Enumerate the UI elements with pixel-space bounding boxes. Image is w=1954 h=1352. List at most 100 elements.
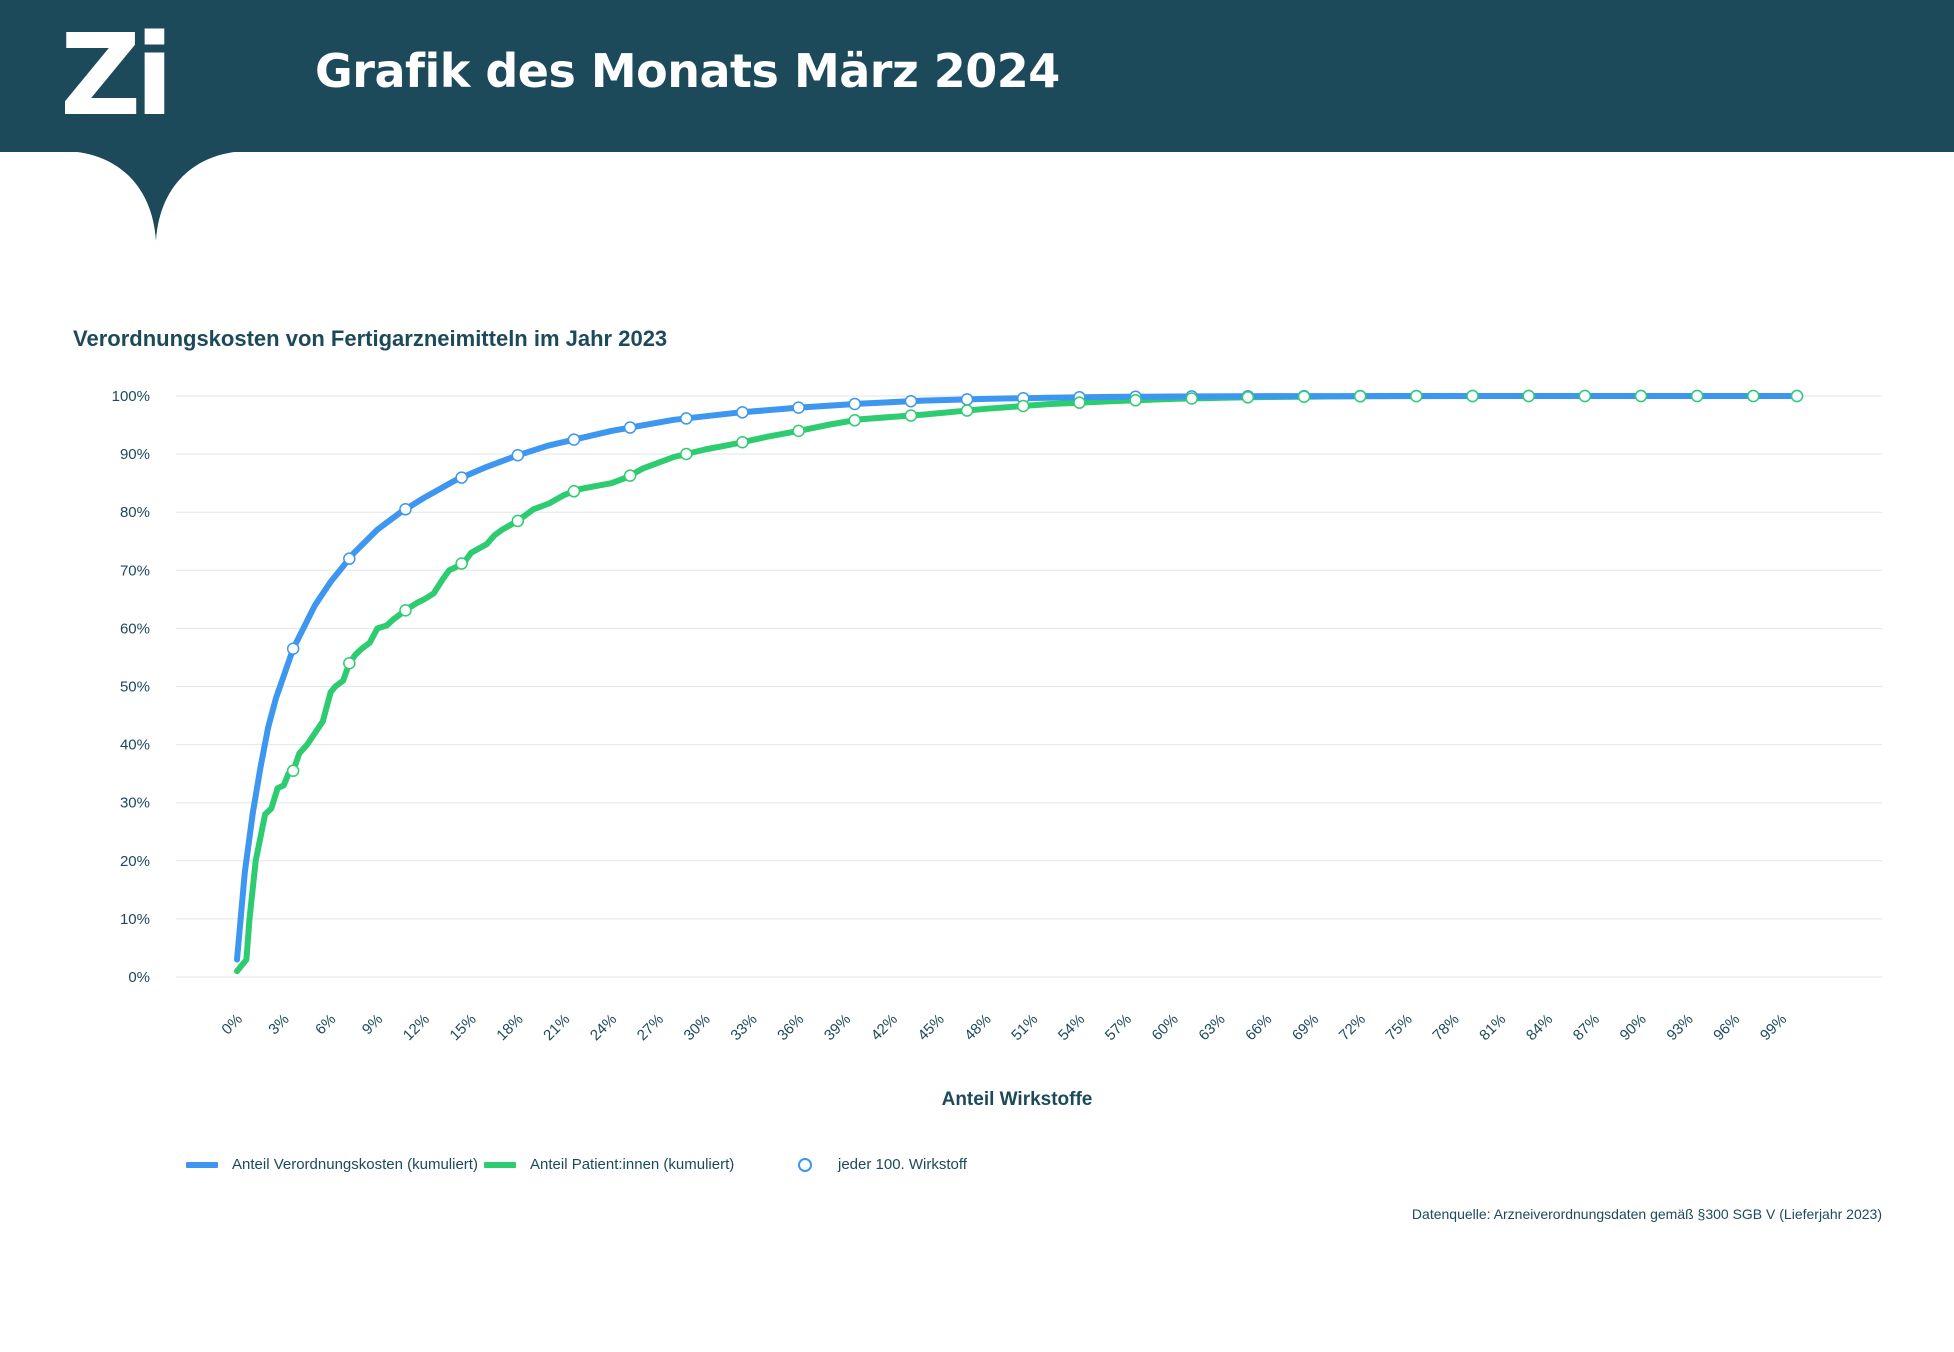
series-line-patients	[234, 393, 1800, 975]
x-tick-label: 57%	[1102, 1011, 1135, 1044]
header-scallop-decoration	[0, 151, 320, 241]
x-tick-label: 48%	[961, 1011, 994, 1044]
page-title: Grafik des Monats März 2024	[315, 44, 1060, 98]
legend-label-markers: jeder 100. Wirkstoff	[838, 1156, 967, 1173]
marker-patients	[960, 404, 974, 417]
x-tick-label: 87%	[1570, 1011, 1603, 1044]
marker-patients	[848, 414, 862, 427]
marker-patients	[1353, 390, 1367, 403]
marker-patients	[1410, 389, 1423, 403]
marker-cost	[286, 642, 300, 655]
marker-cost	[399, 503, 412, 516]
y-tick-label: 80%	[120, 504, 150, 521]
marker-patients	[736, 435, 749, 449]
marker-cost	[904, 394, 918, 408]
zi-logo: Zi	[60, 11, 174, 141]
marker-cost	[343, 552, 356, 565]
marker-cost	[623, 421, 637, 434]
marker-patients	[1073, 396, 1086, 409]
marker-patients	[904, 409, 918, 422]
marker-patients	[680, 447, 693, 461]
legend-swatch-cost	[186, 1161, 218, 1168]
marker-patients	[792, 424, 805, 438]
marker-patients	[455, 557, 468, 570]
x-tick-label: 45%	[915, 1011, 948, 1044]
x-tick-label: 63%	[1195, 1011, 1228, 1044]
data-source-note: Datenquelle: Arzneiverordnungsdaten gemä…	[1411, 1206, 1882, 1222]
y-tick-label: 100%	[112, 388, 150, 405]
marker-cost	[792, 401, 805, 414]
x-tick-label: 96%	[1710, 1011, 1743, 1044]
header-bar: Zi Grafik des Monats März 2024	[0, 0, 1954, 152]
x-tick-label: 36%	[774, 1011, 807, 1044]
marker-cost	[511, 449, 525, 462]
marker-patients	[511, 514, 525, 528]
y-tick-label: 40%	[120, 737, 150, 754]
marker-patients	[1522, 389, 1535, 403]
x-axis-label: Anteil Wirkstoffe	[941, 1089, 1093, 1110]
x-tick-label: 60%	[1149, 1011, 1182, 1044]
marker-patients	[1185, 392, 1198, 405]
x-tick-label: 39%	[821, 1011, 854, 1044]
marker-patients	[567, 485, 581, 498]
marker-patients	[1129, 394, 1142, 407]
x-tick-label: 0%	[218, 1011, 245, 1038]
x-tick-label: 84%	[1523, 1011, 1556, 1044]
x-tick-label: 99%	[1757, 1011, 1790, 1044]
y-tick-label: 50%	[120, 679, 150, 696]
x-tick-label: 33%	[727, 1011, 760, 1044]
y-tick-label: 10%	[120, 911, 150, 928]
marker-patients	[1578, 389, 1592, 403]
marker-cost	[455, 471, 468, 484]
x-tick-label: 27%	[634, 1011, 667, 1044]
x-tick-label: 24%	[587, 1011, 620, 1044]
marker-cost	[680, 412, 693, 425]
x-tick-label: 15%	[447, 1011, 480, 1044]
marker-patients	[1747, 389, 1760, 403]
x-tick-label: 90%	[1617, 1011, 1650, 1044]
x-tick-label: 72%	[1336, 1011, 1369, 1044]
x-tick-label: 18%	[493, 1011, 526, 1044]
x-tick-label: 93%	[1663, 1011, 1696, 1044]
legend-swatch-patients	[484, 1161, 516, 1168]
marker-patients	[1634, 389, 1648, 403]
x-tick-label: 78%	[1429, 1011, 1462, 1044]
x-tick-label: 66%	[1242, 1011, 1275, 1044]
x-tick-label: 30%	[681, 1011, 714, 1044]
legend-item-cost: Anteil Verordnungskosten (kumuliert)	[186, 1156, 478, 1173]
x-tick-label: 69%	[1289, 1011, 1322, 1044]
legend-item-markers: jeder 100. Wirkstoff	[790, 1156, 967, 1173]
marker-patients	[1790, 389, 1804, 403]
x-tick-label: 51%	[1008, 1011, 1041, 1044]
legend-label-patients: Anteil Patient:innen (kumuliert)	[530, 1156, 735, 1173]
marker-cost	[567, 433, 581, 446]
x-tick-label: 42%	[868, 1011, 901, 1044]
legend-marker-icon	[798, 1157, 812, 1172]
marker-patients	[399, 604, 412, 617]
legend-item-patients: Anteil Patient:innen (kumuliert)	[484, 1156, 734, 1173]
marker-patients	[623, 469, 637, 482]
y-tick-label: 60%	[120, 620, 150, 637]
x-tick-label: 6%	[312, 1011, 339, 1038]
x-tick-label: 12%	[400, 1011, 433, 1044]
marker-patients	[1466, 389, 1479, 403]
y-tick-label: 90%	[120, 446, 150, 463]
x-tick-label: 21%	[540, 1011, 573, 1044]
x-tick-label: 81%	[1476, 1011, 1509, 1044]
y-tick-label: 20%	[120, 853, 150, 870]
marker-patients	[1016, 399, 1030, 413]
y-tick-label: 0%	[128, 969, 150, 986]
legend-label-cost: Anteil Verordnungskosten (kumuliert)	[232, 1156, 478, 1173]
x-tick-label: 9%	[359, 1011, 386, 1038]
y-tick-label: 70%	[120, 562, 150, 579]
marker-cost	[960, 393, 974, 406]
marker-patients	[343, 657, 356, 670]
marker-patients	[286, 764, 300, 777]
y-tick-label: 30%	[120, 795, 150, 812]
marker-patients	[1690, 389, 1704, 403]
x-tick-label: 54%	[1055, 1011, 1088, 1044]
x-tick-label: 3%	[265, 1011, 292, 1038]
x-tick-label: 75%	[1383, 1011, 1416, 1044]
marker-cost	[736, 406, 749, 419]
